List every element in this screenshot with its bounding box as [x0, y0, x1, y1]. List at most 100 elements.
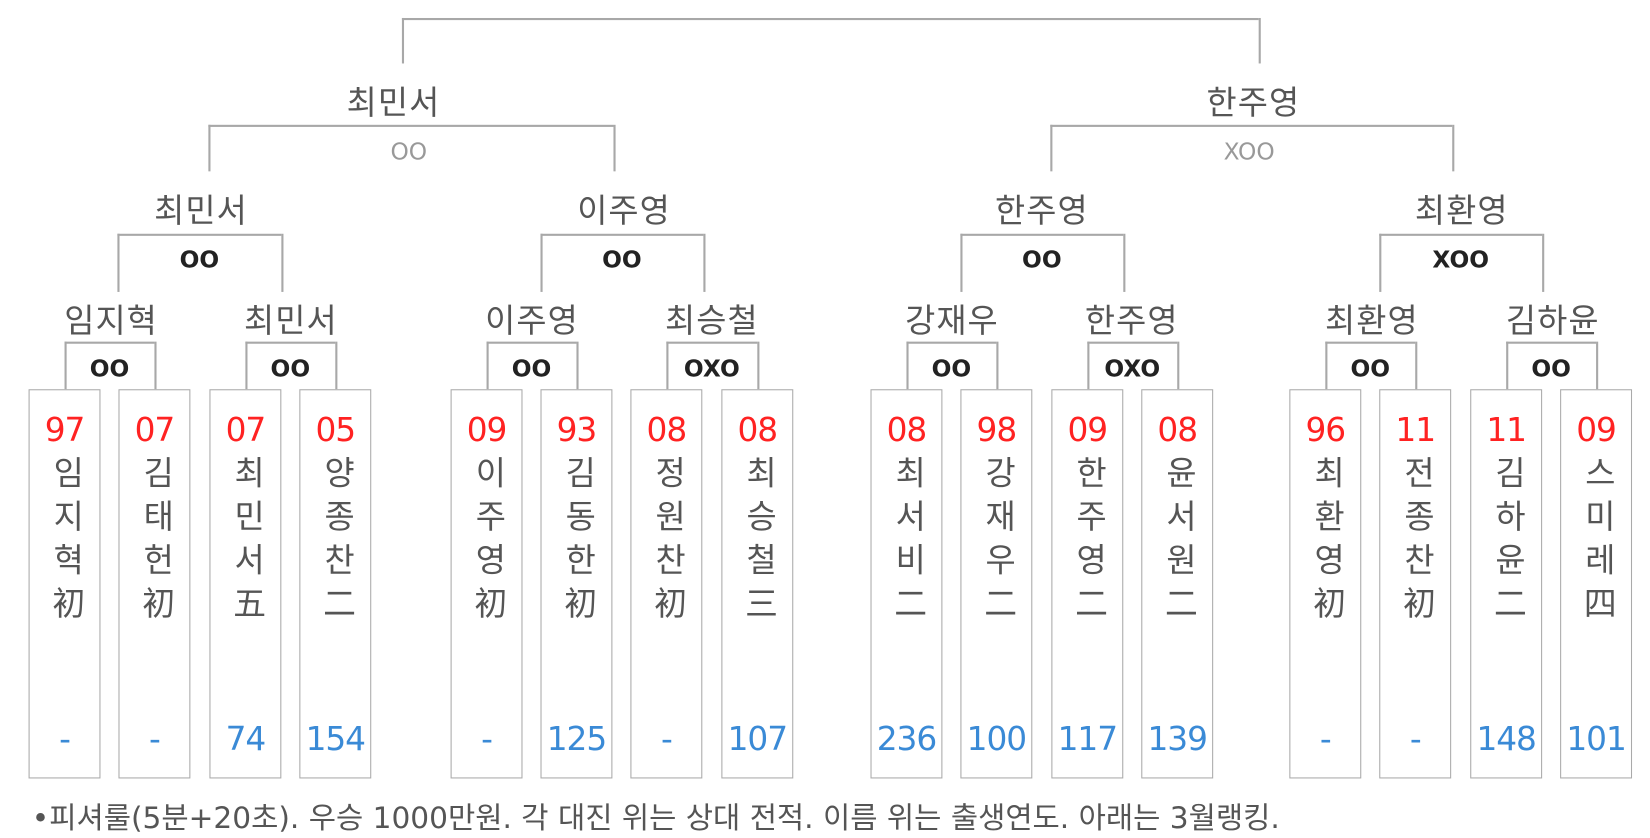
round16-bracket-line: [1506, 341, 1508, 390]
player-card: 09 스미레 四 101: [1560, 389, 1633, 779]
birth-year: 97: [44, 411, 86, 450]
footnote: •피셔룰(5분+20초). 우승 1000만원. 각 대진 위는 상대 전적. …: [31, 800, 1280, 836]
round16-bracket-line: [486, 341, 577, 344]
player-name: 강재우: [977, 455, 1016, 586]
player-card: 11 전종찬 初 -: [1379, 389, 1452, 779]
birth-year: 11: [1486, 411, 1527, 450]
player-name-column: 임지혁 初: [30, 456, 100, 629]
birth-year: 09: [1067, 411, 1109, 450]
player-name: 한주영: [1068, 455, 1107, 586]
player-name: 최서비: [887, 455, 927, 586]
player-name-column: 김하윤 二: [1471, 456, 1541, 629]
round16-bracket-line: [154, 341, 157, 390]
ranking: 139: [1147, 720, 1208, 759]
round16-bracket-line: [335, 341, 337, 390]
birth-year: 07: [134, 411, 176, 450]
round16-winner-name: 강재우: [905, 302, 999, 341]
player-name-column: 한주영 二: [1052, 456, 1122, 629]
round16-bracket-line: [1415, 341, 1417, 390]
round16-winner-name: 최승철: [664, 302, 759, 341]
birth-year: 08: [886, 411, 928, 450]
player-name: 김태헌: [135, 455, 174, 586]
ranking: 148: [1476, 720, 1536, 759]
player-name-column: 최승철 三: [722, 456, 792, 629]
ranking: -: [481, 720, 493, 759]
round16-bracket-line: [906, 341, 909, 390]
player-dan-rank: 二: [1158, 585, 1197, 630]
final-bracket-line: [1258, 17, 1261, 64]
player-name-column: 최민서 五: [210, 456, 280, 629]
quarter-bracket-line: [960, 233, 962, 292]
ranking: -: [149, 720, 161, 759]
quarter-bracket-line: [960, 233, 1124, 236]
semi-bracket-line: [208, 124, 614, 127]
player-name-column: 전종찬 初: [1380, 456, 1450, 629]
birth-year: 93: [556, 411, 598, 450]
player-name-column: 윤서원 二: [1142, 456, 1212, 629]
ranking: -: [1409, 720, 1422, 759]
semi-bracket-line: [208, 124, 210, 172]
match-score: OO: [931, 356, 972, 383]
player-name-column: 강재우 二: [961, 456, 1031, 629]
match-score: OO: [179, 247, 220, 274]
round16-bracket-line: [666, 341, 758, 344]
round16-bracket-line: [1177, 341, 1179, 390]
round16-bracket-line: [1506, 341, 1597, 344]
birth-year: 96: [1305, 411, 1346, 450]
round16-bracket-line: [1596, 341, 1598, 390]
match-score: OO: [1350, 356, 1391, 383]
player-name-column: 정원찬 初: [631, 456, 701, 629]
player-dan-rank: 初: [468, 585, 507, 630]
semi-bracket-line: [1452, 124, 1454, 172]
ranking: -: [1319, 720, 1332, 759]
player-dan-rank: 四: [1577, 585, 1616, 630]
ranking: 107: [727, 720, 788, 759]
player-dan-rank: 五: [226, 585, 265, 630]
match-score: OXO: [683, 356, 740, 383]
semi-bracket-line: [1050, 124, 1453, 127]
quarter-bracket-line: [1379, 233, 1381, 292]
round16-bracket-line: [1087, 341, 1178, 344]
player-card: 05 양종찬 二 154: [299, 389, 372, 779]
player-card: 93 김동한 初 125: [540, 389, 613, 779]
round16-bracket-line: [1325, 341, 1416, 344]
round16-winner-name: 최민서: [244, 302, 338, 341]
player-name: 스미레: [1577, 455, 1616, 586]
player-name-column: 김태헌 初: [120, 456, 190, 629]
ranking: 100: [966, 720, 1027, 759]
ranking: 236: [876, 720, 937, 759]
quarter-bracket-line: [540, 233, 704, 236]
player-name: 전종찬: [1396, 455, 1435, 586]
birth-year: 08: [646, 411, 688, 450]
round16-winner-name: 이주영: [485, 302, 579, 341]
player-name: 임지혁: [46, 455, 85, 586]
round16-bracket-line: [996, 341, 998, 390]
player-name-column: 양종찬 二: [300, 456, 370, 629]
semi-bracket-line: [1050, 124, 1052, 172]
player-dan-rank: 初: [46, 585, 85, 630]
player-card: 09 이주영 初 -: [450, 389, 523, 779]
match-score: OO: [1022, 247, 1062, 274]
player-card: 98 강재우 二 100: [960, 389, 1033, 779]
player-name: 최민서: [226, 455, 265, 586]
player-name-column: 김동한 初: [542, 456, 612, 629]
round16-winner-name: 한주영: [1084, 302, 1179, 341]
ranking: 125: [546, 720, 607, 759]
round16-winner-name: 임지혁: [64, 302, 158, 341]
ranking: 154: [305, 720, 366, 759]
round16-winner-name: 김하윤: [1505, 302, 1600, 341]
player-dan-rank: 初: [135, 585, 174, 630]
birth-year: 05: [315, 411, 356, 450]
round16-bracket-line: [245, 341, 336, 344]
quarter-bracket-line: [117, 233, 282, 236]
player-name: 양종찬: [316, 455, 355, 586]
player-card: 08 윤서원 二 139: [1141, 389, 1214, 779]
player-dan-rank: 初: [1396, 585, 1435, 630]
player-name-column: 최서비 二: [872, 456, 942, 629]
match-score: XOO: [1432, 247, 1490, 274]
player-name: 정원찬: [647, 455, 686, 586]
ranking: -: [660, 720, 673, 759]
player-card: 07 최민서 五 74: [209, 389, 282, 779]
match-score: OO: [89, 356, 130, 383]
